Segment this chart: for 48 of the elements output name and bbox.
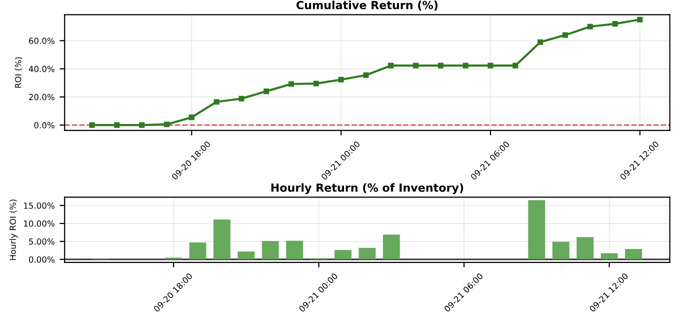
- point: [412, 62, 419, 68]
- bar: [189, 242, 206, 260]
- point: [587, 24, 593, 30]
- bar: [358, 248, 376, 260]
- point: [313, 80, 319, 86]
- chart-title: Hourly Return (% of Inventory): [271, 183, 464, 194]
- bar: [382, 234, 400, 260]
- bar: [576, 237, 594, 260]
- y-tick-label: 5.00%: [29, 238, 54, 245]
- point: [488, 62, 494, 68]
- bar: [552, 242, 570, 260]
- point: [288, 81, 294, 87]
- point: [388, 62, 394, 68]
- y-tick-label: 0.0%: [34, 122, 54, 128]
- point: [164, 122, 170, 128]
- y-axis-title: ROI (%): [14, 57, 22, 88]
- chart-title: Cumulative Return (%): [296, 0, 438, 11]
- point: [637, 16, 643, 22]
- bar: [286, 240, 304, 260]
- point: [188, 114, 194, 120]
- point: [562, 32, 568, 38]
- bar: [528, 200, 546, 260]
- point: [462, 62, 468, 68]
- y-tick-label: 20.0%: [29, 94, 54, 100]
- bar: [262, 241, 279, 260]
- point: [538, 39, 544, 45]
- bar: [334, 250, 352, 260]
- bar: [600, 253, 618, 260]
- point: [238, 96, 244, 102]
- y-tick-label: 10.00%: [24, 220, 54, 227]
- point: [338, 76, 344, 82]
- y-tick-label: 15.00%: [24, 202, 54, 209]
- point: [89, 122, 95, 128]
- bar: [625, 248, 642, 260]
- bar: [213, 220, 230, 260]
- point: [512, 62, 518, 68]
- point: [363, 72, 369, 78]
- point: [438, 62, 444, 68]
- point: [214, 99, 220, 105]
- point: [264, 88, 270, 94]
- point: [612, 21, 618, 27]
- y-axis-title: Hourly ROI (%): [9, 200, 18, 260]
- y-tick-label: 0.00%: [28, 256, 54, 263]
- point: [114, 122, 120, 128]
- point: [139, 122, 145, 128]
- y-tick-label: 40.0%: [28, 66, 54, 72]
- y-tick-label: 60.0%: [28, 38, 54, 44]
- bar: [238, 251, 255, 260]
